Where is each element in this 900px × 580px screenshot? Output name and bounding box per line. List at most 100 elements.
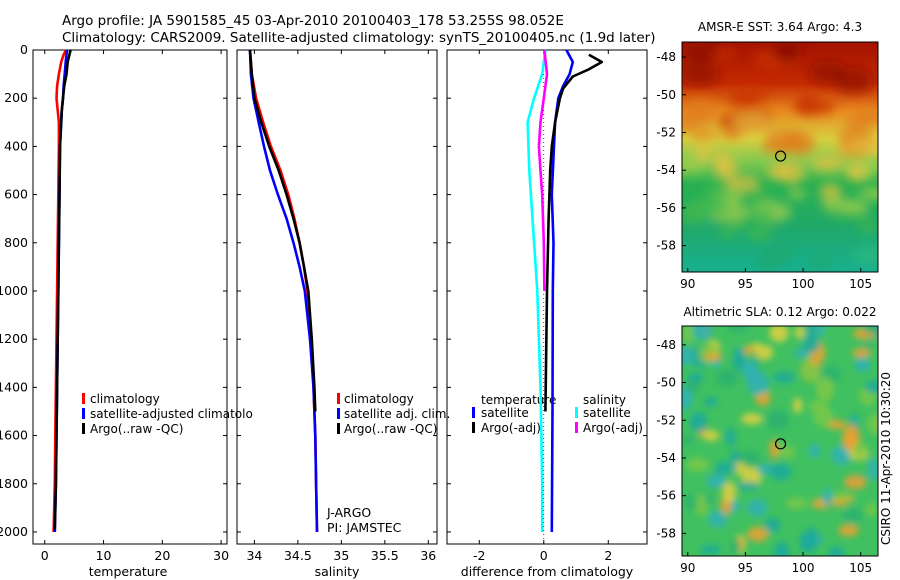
sst-ytick-label: -52 [656, 125, 676, 139]
sst-texture-blob [819, 183, 842, 201]
legend-label-sal-argo: Argo(-adj) [583, 421, 643, 435]
sla-texture-blob [706, 474, 727, 488]
salinity-series-argo-raw-qc- [248, 49, 317, 412]
depth-tick-label: 1800 [0, 476, 28, 491]
sla-texture-blob [802, 332, 820, 354]
sst-texture-blob [811, 155, 845, 172]
sla-ytick-label: -52 [656, 413, 676, 427]
sst-axes: 90 95 100 105 -48 -50 -52 -54 -56 -58 [656, 50, 872, 291]
difference-legend: temperature satellite Argo(-adj) salinit… [472, 393, 643, 435]
difference-axes-box [446, 49, 648, 545]
salinity-xtick-label: 35 [333, 548, 349, 563]
sla-texture-blob [737, 481, 760, 491]
sla-texture-blob [732, 352, 746, 372]
sst-texture-blob [689, 129, 717, 141]
salinity-legend: climatology satellite adj. clim. Argo(..… [337, 392, 450, 436]
temperature-xlabel: temperature [89, 564, 168, 579]
sst-texture-blob [798, 91, 817, 116]
legend-label-temp-satellite: satellite [481, 406, 529, 420]
sst-ytick-label: -56 [656, 201, 676, 215]
legend-title-salinity: salinity [583, 393, 626, 407]
temperature-axes-box [32, 49, 228, 545]
sla-texture-blob [769, 439, 780, 460]
difference-xtick-label: 2 [604, 548, 612, 563]
sst-texture-blob [743, 206, 774, 224]
sst-texture-blob [682, 63, 720, 86]
sla-texture-blob [764, 517, 781, 533]
legend-swatch-sal-argo [575, 422, 578, 433]
sla-texture-blob [705, 492, 714, 505]
sst-texture-blob [849, 139, 878, 152]
difference-profile-panel: difference from climatology [446, 49, 648, 579]
legend-swatch-argo [82, 423, 85, 434]
sst-texture-blob [718, 129, 744, 140]
sst-texture-blob [777, 160, 805, 185]
sla-texture-blob [682, 345, 693, 366]
sla-texture-blob [692, 326, 713, 340]
sla-texture-blob [716, 369, 739, 387]
sla-texture-blob [854, 357, 871, 372]
legend-title-temperature: temperature [481, 393, 556, 407]
legend-swatch-temp-argo [472, 422, 475, 433]
sla-texture-blob [738, 450, 761, 468]
sla-texture-blob [808, 444, 821, 459]
sla-texture-blob [766, 410, 790, 431]
temperature-xtick-label: 30 [213, 548, 229, 563]
sla-map-panel: Altimetric SLA: 0.12 Argo: 0.022 [681, 305, 879, 557]
sla-texture-blob [682, 326, 695, 343]
sst-xtick-label: 95 [738, 277, 753, 291]
sla-texture-blob [729, 539, 741, 555]
sla-texture-blob [773, 371, 796, 384]
sst-xtick-label: 100 [792, 277, 815, 291]
sst-ytick-label: -54 [656, 163, 676, 177]
sst-texture-blob [853, 245, 878, 266]
salinity-xtick-label: 36 [420, 548, 436, 563]
sst-ytick-label: -48 [656, 50, 676, 64]
pi-annotation: PI: JAMSTEC [327, 520, 402, 535]
sla-texture-blob [831, 445, 853, 466]
sst-texture-blob [765, 237, 795, 264]
sla-texture-blob [799, 531, 818, 553]
difference-marks: -2 0 2 [447, 49, 647, 563]
sla-texture-blob [804, 326, 816, 335]
depth-tick-label: 2000 [0, 524, 28, 539]
difference-xtick-label: -2 [473, 548, 485, 563]
temperature-xtick-label: 0 [41, 548, 49, 563]
sla-xtick-label: 90 [680, 561, 695, 575]
sla-texture-blob [703, 430, 720, 442]
depth-tick-label: 1000 [0, 283, 28, 298]
sla-texture-blob [793, 348, 810, 359]
sla-texture-blob [854, 440, 867, 459]
difference-xlabel: difference from climatology [461, 564, 634, 579]
sla-texture-blob [867, 413, 878, 436]
sla-texture-blob [843, 475, 867, 490]
sla-texture-blob [815, 326, 826, 336]
sst-texture-blob [682, 99, 717, 125]
sst-heatmap [682, 42, 878, 272]
sla-texture-blob [721, 481, 737, 503]
sst-texture-blob [833, 67, 874, 94]
sla-texture-blob [682, 436, 697, 445]
sla-texture-blob [792, 397, 803, 413]
salinity-marks: 34 34.5 35 35.5 36 [237, 49, 437, 563]
sla-texture-blob [708, 510, 728, 528]
sst-texture-blob [731, 111, 771, 132]
legend-swatch-satellite-adj [337, 408, 340, 419]
depth-tick-label: 600 [4, 187, 28, 202]
salinity-xtick-label: 35.5 [371, 548, 399, 563]
temperature-marks: 0 10 20 30 0 200 400 600 800 1000 1200 1400 1600 1800… [0, 42, 229, 563]
salinity-profile-panel: salinity J-ARGO PI: JAMSTEC [236, 49, 438, 579]
temperature-profile-panel: temperature [32, 49, 228, 579]
sla-texture-blob [727, 326, 748, 333]
sst-texture-blob [746, 224, 773, 242]
legend-swatch-argo [337, 423, 340, 434]
legend-swatch-sal-satellite [575, 407, 578, 418]
sst-ytick-label: -50 [656, 88, 676, 102]
sla-texture-blob [794, 326, 805, 339]
sst-texture-blob [726, 91, 759, 105]
difference-series-temperature-argo-adj- [544, 53, 604, 412]
sla-texture-blob [728, 462, 737, 475]
sla-texture-blob [746, 499, 768, 517]
sla-ytick-label: -58 [656, 526, 676, 540]
